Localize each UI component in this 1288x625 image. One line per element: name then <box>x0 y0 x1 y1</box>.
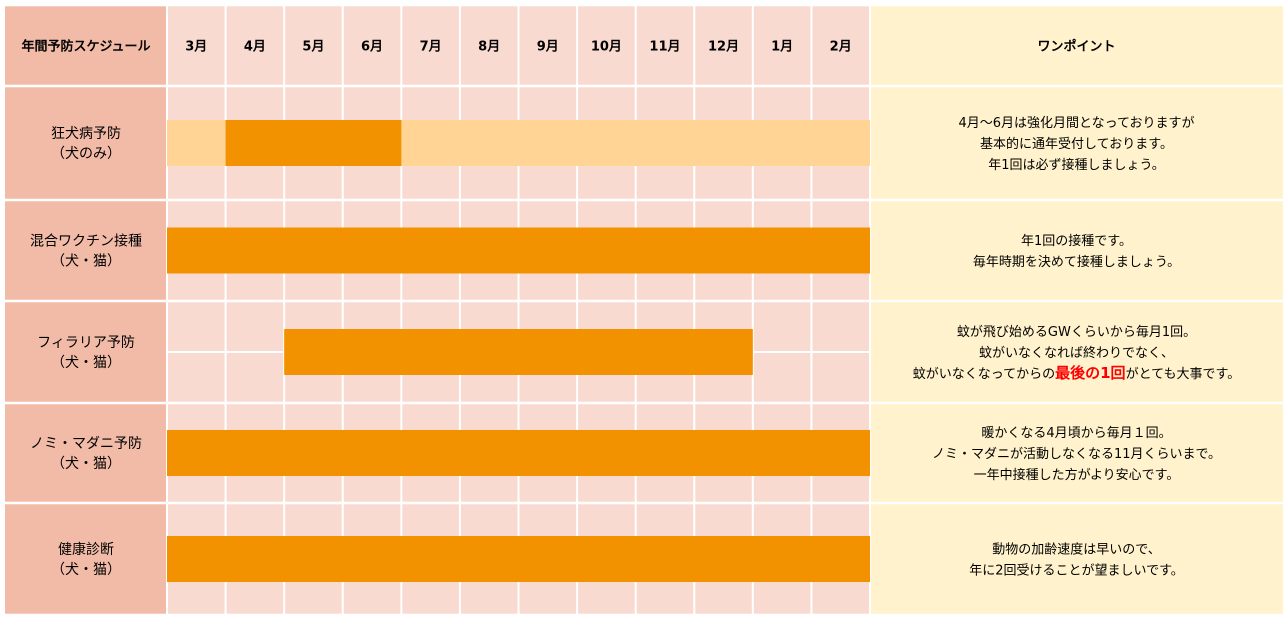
row-label: （犬・猫） <box>51 355 121 371</box>
note-text: 毎年時期を決めて接種しましょう。 <box>973 254 1180 270</box>
month-tick-label: 12月 <box>708 40 739 55</box>
row-label: （犬・猫） <box>51 562 121 578</box>
onepoint-note-line: 蚊がいなくなってからの最後の1回がとても大事です。 <box>913 364 1240 382</box>
row-label: （犬のみ） <box>51 146 121 162</box>
note-emphasis: 最後の1回 <box>1055 364 1125 382</box>
note-text: 一年中接種した方がより安心です。 <box>974 467 1180 483</box>
row-label: （犬・猫） <box>51 254 121 270</box>
month-tick-label: 2月 <box>830 40 852 55</box>
note-text: 暖かくなる4月頃から毎月１回。 <box>981 425 1171 441</box>
onepoint-note-line: 年に2回受けることが望ましいです。 <box>969 563 1184 579</box>
note-text: 蚊がいなくなれば終わりでなく、 <box>979 345 1174 361</box>
month-tick-label: 3月 <box>185 40 207 55</box>
month-tick-label: 7月 <box>420 40 442 55</box>
schedule-bar <box>167 536 870 582</box>
month-tick-label: 9月 <box>537 40 559 55</box>
month-tick-label: 6月 <box>361 40 383 55</box>
schedule-bar <box>167 430 870 476</box>
row-label: フィラリア予防 <box>37 335 135 351</box>
note-text: 年に2回受けることが望ましいです。 <box>969 563 1184 579</box>
onepoint-note-line: ノミ・マダニが活動しなくなる11月くらいまで。 <box>932 447 1221 462</box>
row-label: 健康診断 <box>58 541 114 558</box>
onepoint-note-line: 4月～6月は強化月間となっておりますが <box>958 116 1194 131</box>
onepoint-column-bg <box>870 5 1283 615</box>
note-text: 4月～6月は強化月間となっておりますが <box>958 116 1194 131</box>
month-tick-label: 1月 <box>771 40 793 55</box>
month-tick-label: 4月 <box>244 40 266 55</box>
month-tick-label: 10月 <box>591 40 622 55</box>
onepoint-note-line: 年1回の接種です。 <box>1021 233 1132 249</box>
schedule-bar <box>225 120 402 166</box>
onepoint-note-line: 蚊がいなくなれば終わりでなく、 <box>979 345 1174 361</box>
onepoint-note-line: 基本的に通年受付しております。 <box>980 136 1173 152</box>
note-text: 年1回は必ず接種しましょう。 <box>988 157 1165 173</box>
schedule-bar <box>167 227 870 274</box>
onepoint-note-line: 年1回は必ず接種しましょう。 <box>988 157 1165 173</box>
onepoint-note-line: 動物の加齢速度は早いので、 <box>992 542 1160 558</box>
schedule-bar <box>284 329 753 375</box>
row-label: ノミ・マダニ予防 <box>30 436 142 452</box>
note-text: 動物の加齢速度は早いので、 <box>992 542 1160 558</box>
onepoint-note-line: 一年中接種した方がより安心です。 <box>974 467 1180 483</box>
month-tick-label: 5月 <box>302 40 324 55</box>
month-tick-label: 8月 <box>478 40 500 55</box>
row-label: 混合ワクチン接種 <box>30 233 142 250</box>
note-text: 蚊がいなくなってからの <box>913 367 1055 382</box>
row-label: （犬・猫） <box>51 456 121 472</box>
onepoint-header-label: ワンポイント <box>1037 39 1115 55</box>
note-text: 基本的に通年受付しております。 <box>980 136 1173 152</box>
note-text: ノミ・マダニが活動しなくなる11月くらいまで。 <box>932 447 1221 462</box>
note-text: 年1回の接種です。 <box>1021 233 1132 249</box>
label-column-bg <box>5 5 167 615</box>
month-tick-label: 11月 <box>649 40 680 55</box>
note-text: 蚊が飛び始めるGWくらいから毎月1回。 <box>957 324 1196 340</box>
row-label: 狂犬病予防 <box>51 126 121 142</box>
schedule-header-label: 年間予防スケジュール <box>21 39 150 55</box>
onepoint-note-line: 毎年時期を決めて接種しましょう。 <box>973 254 1180 270</box>
note-text: がとても大事です。 <box>1126 367 1241 382</box>
onepoint-note-line: 暖かくなる4月頃から毎月１回。 <box>981 425 1171 441</box>
onepoint-note-line: 蚊が飛び始めるGWくらいから毎月1回。 <box>957 324 1196 340</box>
